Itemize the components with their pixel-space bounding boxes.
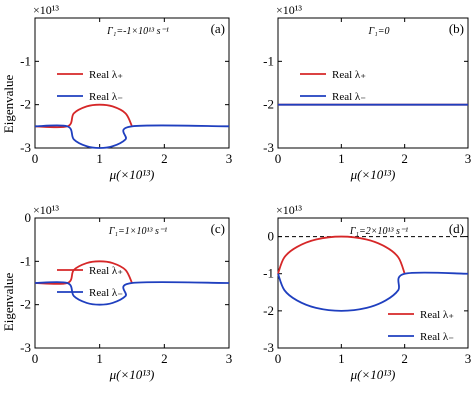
panel-c: 0 1 2 3 0 -1 -2 -3 ×10¹³ μ(×10¹³) (c) Γ₁=1×10¹³ s⁻¹…	[20, 203, 232, 382]
x-tick-label: 2	[161, 351, 168, 366]
legend: Real λ₊ Real λ₋	[57, 265, 123, 299]
x-axis-label: μ(×10¹³)	[350, 167, 396, 182]
x-tick-label: 0	[32, 351, 39, 366]
exponent-label: ×10¹³	[33, 3, 59, 17]
exponent-label: ×10¹³	[276, 203, 302, 217]
legend-label: Real λ₋	[89, 287, 123, 299]
series-line-lambda-plus	[34, 103, 133, 129]
legend: Real λ₊ Real λ₋	[300, 69, 366, 103]
y-tick-label: -2	[20, 97, 31, 112]
x-tick-label: 0	[32, 151, 39, 166]
legend: Real λ₊ Real λ₋	[388, 309, 454, 343]
y-tick-label: -3	[20, 340, 31, 355]
series-line-lambda-minus	[34, 124, 230, 149]
plot-frame	[277, 17, 469, 149]
y-axis-label-bottom: Eigenvalue	[1, 273, 16, 332]
y-tick-label: -1	[263, 266, 274, 281]
x-tick-label: 1	[338, 151, 345, 166]
series-line-lambda-minus	[277, 271, 469, 312]
x-axis-label: μ(×10¹³)	[109, 367, 155, 382]
panel-a: 0 1 2 3 -1 -2 -3 ×10¹³ μ(×10¹³) (a) Γ₁=-1×10¹³ s⁻¹…	[20, 3, 232, 182]
y-tick-label: -1	[20, 253, 31, 268]
gamma-annotation: Γ₁=0	[368, 26, 390, 37]
x-tick-label: 1	[96, 351, 103, 366]
x-tick-label: 0	[275, 351, 282, 366]
gamma-annotation: Γ₁=1×10¹³ s⁻¹	[108, 226, 167, 237]
y-tick-label: -1	[263, 53, 274, 68]
x-tick-label: 3	[226, 151, 233, 166]
series-line-lambda-plus	[277, 235, 406, 275]
panel-label: (d)	[449, 221, 464, 236]
y-tick-label: 0	[25, 210, 32, 225]
series-line-lambda-plus	[34, 260, 133, 285]
y-tick-label: -2	[20, 297, 31, 312]
y-tick-label: -3	[263, 140, 274, 155]
series-line-lambda-minus	[34, 281, 230, 306]
plot-frame	[277, 217, 469, 349]
y-tick-label: -2	[263, 97, 274, 112]
x-tick-label: 3	[465, 351, 472, 366]
legend-label: Real λ₋	[332, 91, 366, 103]
panel-label: (b)	[449, 21, 464, 36]
x-tick-label: 3	[226, 351, 233, 366]
y-tick-label: -3	[20, 140, 31, 155]
x-tick-label: 2	[161, 151, 168, 166]
legend-label: Real λ₊	[420, 309, 454, 321]
panel-d: 0 1 2 3 0 -1 -2 -3 ×10¹³ μ(×10¹³) (d) Γ₁=2×10¹³ s⁻¹…	[263, 203, 471, 382]
panel-label: (a)	[211, 21, 225, 36]
x-tick-label: 0	[275, 151, 282, 166]
legend-label: Real λ₊	[89, 69, 123, 81]
x-tick-label: 2	[401, 351, 408, 366]
y-tick-label: -2	[263, 303, 274, 318]
x-axis-label: μ(×10¹³)	[350, 367, 396, 382]
gamma-annotation: Γ₁=2×10¹³ s⁻¹	[349, 226, 408, 237]
x-tick-label: 1	[96, 151, 103, 166]
legend: Real λ₊ Real λ₋	[57, 69, 123, 103]
legend-label: Real λ₊	[332, 69, 366, 81]
exponent-label: ×10¹³	[33, 203, 59, 217]
x-tick-label: 3	[465, 151, 472, 166]
legend-label: Real λ₋	[89, 91, 123, 103]
x-tick-label: 2	[401, 151, 408, 166]
y-tick-label: 0	[268, 229, 275, 244]
gamma-annotation: Γ₁=-1×10¹³ s⁻¹	[106, 26, 169, 37]
y-axis-label-top: Eigenvalue	[1, 75, 16, 134]
legend-label: Real λ₋	[420, 331, 454, 343]
y-tick-label: -1	[20, 53, 31, 68]
panel-label: (c)	[211, 221, 225, 236]
plot-frame	[34, 17, 230, 149]
x-axis-label: μ(×10¹³)	[109, 167, 155, 182]
x-tick-label: 1	[338, 351, 345, 366]
exponent-label: ×10¹³	[276, 3, 302, 17]
y-tick-label: -3	[263, 340, 274, 355]
legend-label: Real λ₊	[89, 265, 123, 277]
